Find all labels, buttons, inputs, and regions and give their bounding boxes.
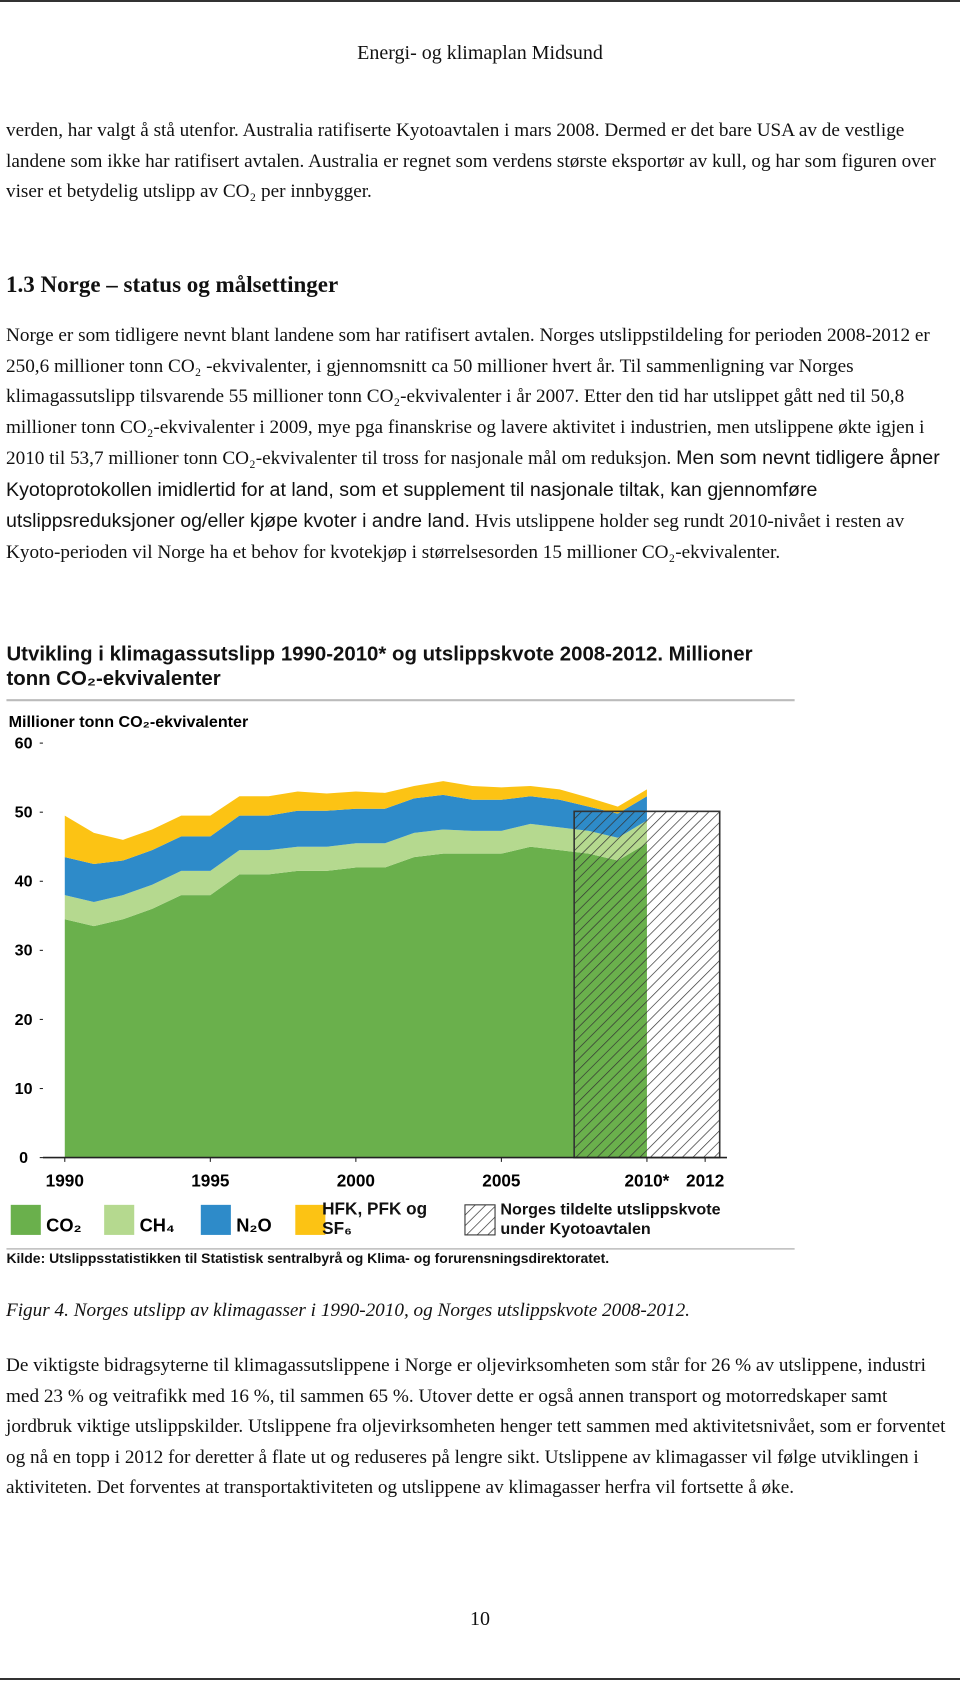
- y-tick-label: 30: [15, 942, 33, 960]
- area: [64, 781, 647, 865]
- legend-swatch: [295, 1204, 326, 1235]
- chart-title-box: Utvikling i klimagassutslipp 1990-2010* …: [6, 643, 753, 691]
- legend-swatch: [104, 1204, 135, 1235]
- text: Hvis utslippene holder seg rundt 2010-ni…: [6, 511, 905, 563]
- x-tick-label: 1990: [46, 1171, 84, 1191]
- text: Men som nevnt tidligere åpner Kyotoproto…: [6, 447, 940, 532]
- x-tick-label: 2010*: [624, 1171, 669, 1191]
- paragraph: Norge er som tidligere nevnt blant lande…: [6, 321, 956, 568]
- legend-swatch: [200, 1204, 231, 1235]
- text: De viktigste bidragsyterne til klimagass…: [6, 1355, 946, 1498]
- y-tick-label: 60: [15, 734, 33, 752]
- x-tick-label: 2005: [482, 1171, 521, 1191]
- area: [64, 820, 647, 927]
- area: [64, 843, 647, 1158]
- x-tick-label: 2012: [686, 1171, 724, 1191]
- y-tick-label: 10: [15, 1080, 33, 1098]
- bottom-rule: [0, 1678, 960, 1680]
- legend-label-box: Norges tildelte utslippskvote under Kyot…: [500, 1200, 721, 1239]
- legend-swatch: [464, 1204, 496, 1236]
- legend-label-box: HFK, PFK og SF₆: [322, 1200, 428, 1239]
- chart-title: Utvikling i klimagassutslipp 1990-2010* …: [6, 643, 753, 691]
- legend-label: CH₄: [140, 1215, 175, 1236]
- paragraph: De viktigste bidragsyterne til klimagass…: [6, 1351, 956, 1504]
- legend-swatch: [10, 1204, 41, 1235]
- x-tick-label: 1995: [191, 1171, 230, 1191]
- x-tick-label: 2000: [337, 1171, 375, 1191]
- top-rule: [0, 0, 960, 2]
- legend-label: HFK, PFK og SF₆: [322, 1200, 428, 1239]
- y-tick-label: 0: [19, 1149, 28, 1167]
- chart-source: Kilde: Utslippsstatistikken til Statisti…: [6, 1249, 610, 1267]
- plot: 0 10 20 30 40 50 60 1990 1995 2000 2005 2010* 2012: [15, 734, 725, 1190]
- legend-label: N₂O: [236, 1215, 271, 1236]
- y-tick-label: 20: [15, 1011, 33, 1029]
- legend-label: Norges tildelte utslippskvote under Kyot…: [500, 1200, 721, 1239]
- y-axis-label: Millioner tonn CO₂-ekvivalenter: [9, 713, 249, 731]
- text: Norge er som tidligere nevnt blant lande…: [6, 325, 930, 469]
- legend: CO₂ CH₄ N₂O: [10, 1204, 496, 1236]
- y-tick-label: 40: [15, 873, 33, 891]
- text: verden, har valgt å stå utenfor. Austral…: [6, 120, 936, 202]
- section-heading: 1.3 Norge – status og målsettinger: [6, 272, 339, 297]
- y-tick-label: 50: [15, 804, 33, 822]
- chart: Utvikling i klimagassutslipp 1990-2010* …: [6, 643, 795, 1267]
- quota-bar: [573, 810, 721, 1159]
- legend-label: CO₂: [46, 1215, 81, 1236]
- area: [64, 794, 647, 902]
- page-number: 10: [470, 1608, 490, 1630]
- page-header: Energi- og klimaplan Midsund: [357, 42, 603, 64]
- paragraph: verden, har valgt å stå utenfor. Austral…: [6, 116, 956, 208]
- figure-caption: Figur 4. Norges utslipp av klimagasser i…: [6, 1300, 690, 1321]
- source-box: Kilde: Utslippsstatistikken til Statisti…: [6, 1249, 610, 1267]
